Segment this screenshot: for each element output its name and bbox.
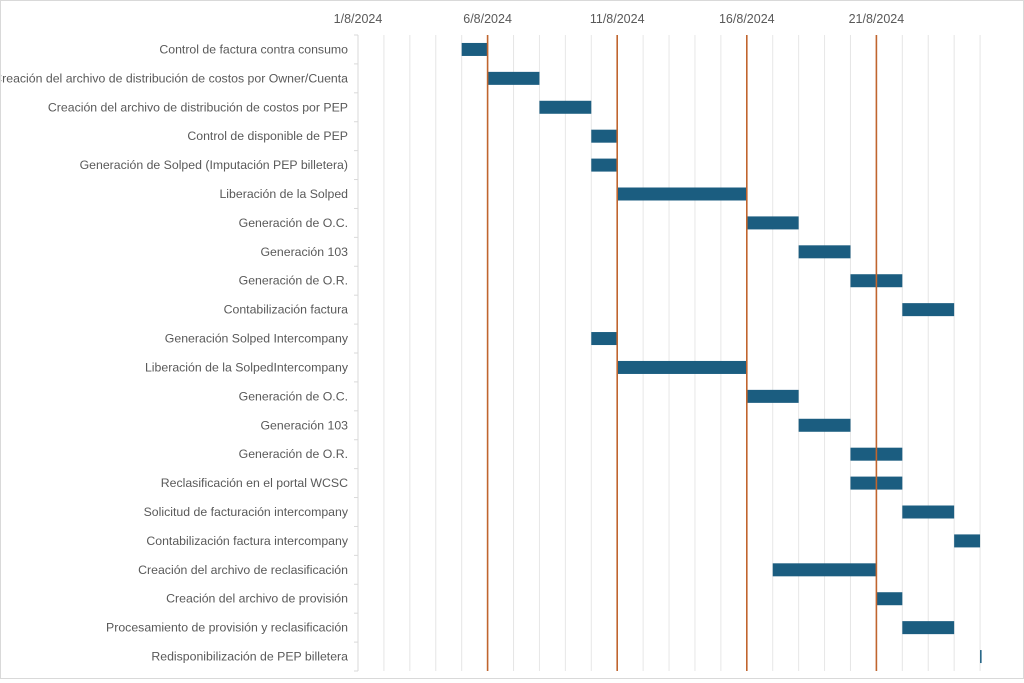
- grid-lines: [354, 34, 981, 672]
- x-tick-label: 11/8/2024: [590, 12, 645, 26]
- task-label: Reclasificación en el portal WCSC: [161, 476, 348, 490]
- task-label: Creación del archivo de provisión: [166, 592, 348, 606]
- task-bar: [772, 563, 877, 577]
- task-bar: [902, 621, 955, 635]
- task-label: Solicitud de facturación intercompany: [144, 505, 349, 519]
- task-bar: [617, 187, 747, 201]
- task-label: Creación del archivo de reclasificación: [138, 563, 348, 577]
- task-label: Liberación de la SolpedIntercompany: [145, 360, 349, 374]
- task-bar: [902, 303, 955, 317]
- task-label: Redisponibilización de PEP billetera: [151, 650, 348, 664]
- task-label: Generación 103: [260, 418, 348, 432]
- x-tick-label: 1/8/2024: [334, 12, 383, 26]
- task-label: Generación de O.C.: [239, 389, 348, 403]
- x-axis-ticks: 1/8/2024 6/8/2024 11/8/2024 16/8/2024 21/8/2…: [334, 12, 905, 26]
- task-bar: [591, 158, 618, 172]
- task-labels: Control de factura contra consumo Creació…: [0, 42, 349, 664]
- task-bar: [461, 42, 488, 56]
- task-bar: [746, 216, 799, 230]
- marker-lines: [486, 35, 878, 671]
- task-label: Contabilización factura: [224, 303, 349, 317]
- task-label: Generación 103: [260, 245, 348, 259]
- task-label: Generación Solped Intercompany: [165, 332, 349, 346]
- task-label: Creación del archivo de distribución de …: [48, 100, 348, 114]
- task-bar: [746, 389, 799, 403]
- task-label: Generación de O.R.: [239, 447, 348, 461]
- task-bar: [954, 534, 981, 548]
- task-bar: [798, 245, 851, 259]
- x-tick-label: 21/8/2024: [849, 12, 905, 26]
- task-label: Liberación de la Solped: [219, 187, 348, 201]
- task-label: Generación de Solped (Imputación PEP bil…: [80, 158, 348, 172]
- x-tick-label: 6/8/2024: [463, 12, 512, 26]
- task-bar: [876, 592, 903, 606]
- x-tick-label: 16/8/2024: [719, 12, 775, 26]
- task-bar: [798, 418, 851, 432]
- task-bar: [487, 71, 540, 85]
- task-bars: [461, 42, 982, 664]
- task-label: Control de disponible de PEP: [187, 129, 348, 143]
- task-label: Generación de O.C.: [239, 216, 348, 230]
- task-label: Control de factura contra consumo: [159, 42, 348, 56]
- task-bar: [591, 332, 618, 346]
- task-bar: [902, 505, 955, 519]
- task-bar: [591, 129, 618, 143]
- task-bar: [980, 650, 982, 664]
- task-bar: [539, 100, 592, 114]
- task-label: Generación de O.R.: [239, 274, 348, 288]
- task-bar: [617, 360, 747, 374]
- task-label: Creación del archivo de distribución de …: [1, 71, 348, 85]
- task-label: Procesamiento de provisión y reclasifica…: [106, 621, 348, 635]
- task-label: Contabilización factura intercompany: [146, 534, 348, 548]
